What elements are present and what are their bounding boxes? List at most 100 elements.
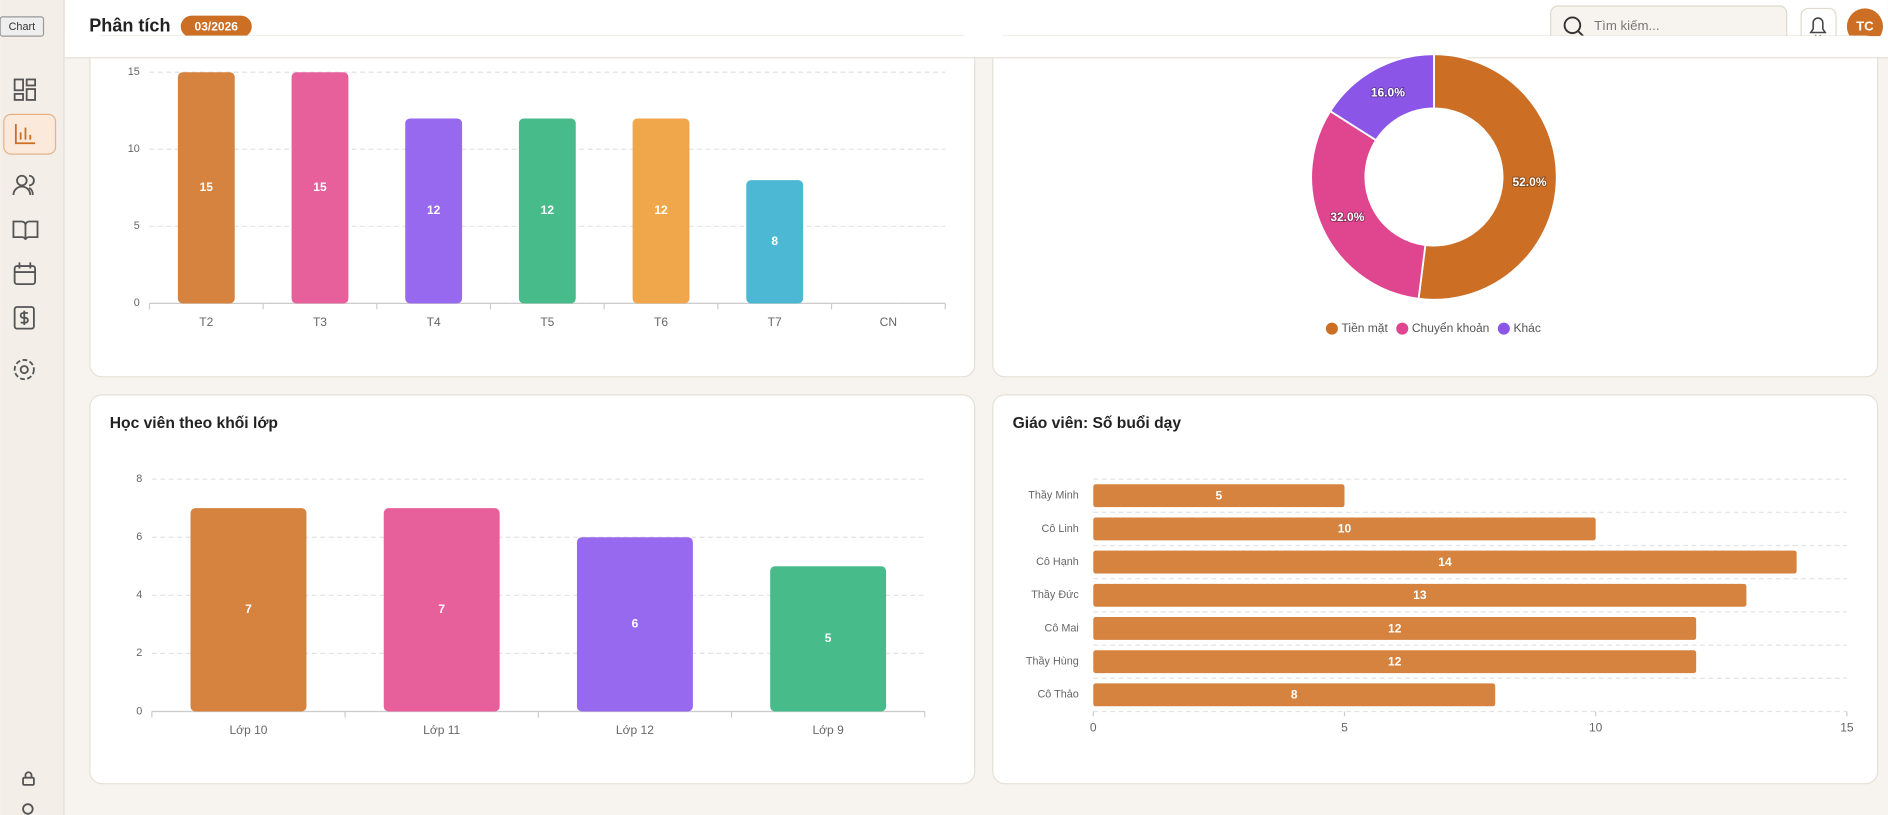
y-tick-label: 10 [128,143,140,155]
bar [1093,583,1747,607]
nav-lock[interactable] [22,771,35,786]
data-label: 12 [1388,654,1402,668]
pie-slice [1417,53,1558,301]
x-tick-label: 5 [1341,720,1348,734]
y-tick-label: Cô Mai [1045,622,1079,634]
bar [1093,484,1345,508]
x-tick-label: T2 [199,315,213,329]
x-tick-label: Lớp 11 [423,723,460,737]
y-tick-label: 6 [136,531,142,543]
bar [576,537,693,712]
tooltip [0,16,45,37]
bar [190,508,307,712]
x-tick-label: Lớp 10 [230,723,268,737]
data-label: 8 [1291,688,1298,702]
legend-swatch [1497,322,1510,335]
data-label: 15 [313,180,327,194]
legend-swatch [1396,322,1409,335]
x-tick-label: T6 [654,315,668,329]
data-label: 12 [654,203,668,217]
bar [632,118,690,304]
legend-label: Tiền mặt [1342,321,1389,335]
data-label: 52.0% [1512,175,1546,189]
y-tick-label: 0 [136,705,142,717]
badge [180,15,252,38]
bar [1093,683,1496,707]
data-label: 5 [825,631,832,645]
x-tick-label: 10 [1589,720,1603,734]
legend-label: Khác [1513,321,1540,335]
data-label: 10 [1338,522,1352,536]
legend-swatch [1325,322,1338,335]
nav-dashboard[interactable] [13,78,37,101]
x-tick-label: Lớp 12 [616,723,654,737]
data-label: 5 [1216,488,1223,502]
card [89,394,976,785]
tooltip-text: Chart [9,21,35,33]
nav-info[interactable] [22,803,34,815]
y-tick-label: Thầy Minh [1028,490,1079,502]
bar [1093,617,1697,640]
search-icon [1563,16,1582,35]
y-tick-label: 4 [136,589,142,601]
y-tick-label: 2 [136,647,142,659]
nav-chart[interactable] [14,123,36,145]
y-tick-label: Cô Linh [1042,523,1079,535]
y-tick-label: Cô Thảo [1037,689,1078,701]
nav-settings[interactable] [13,359,35,381]
data-label: 12 [1388,621,1402,635]
nav-finance[interactable] [13,306,35,330]
bar [383,508,500,712]
y-tick-label: 0 [134,297,140,309]
x-tick-label: 0 [1090,720,1097,734]
avatar-text: TC [1856,19,1874,34]
bar [291,72,349,304]
chart-title: Học viên theo khối lớp [110,415,278,432]
nav-users[interactable] [12,174,35,196]
x-tick-label: T7 [768,315,782,329]
pie-slice [1329,53,1435,142]
bar [177,72,235,304]
x-tick-label: T5 [540,315,554,329]
data-label: 15 [200,180,214,194]
data-label: 7 [245,602,252,616]
data-label: 16.0% [1371,85,1405,99]
y-tick-label: Thầy Đức [1031,589,1079,601]
x-tick-label: CN [880,315,897,329]
x-tick-label: T3 [313,315,327,329]
nav-icons [12,78,39,815]
y-tick-label: Cô Hạnh [1036,556,1079,568]
nav-book[interactable] [12,220,39,240]
x-tick-label: Lớp 9 [812,723,844,737]
y-tick-label: Thầy Hùng [1026,656,1079,668]
search-placeholder: Tìm kiếm... [1594,18,1659,33]
chart-title: Giáo viên: Số buổi dạy [1013,414,1182,432]
y-tick-label: 5 [134,220,140,232]
nav-active[interactable] [3,113,57,155]
data-label: 12 [541,203,555,217]
data-label: 14 [1438,555,1452,569]
bar [518,118,576,304]
header-cover [65,36,1888,58]
data-label: 7 [438,602,445,616]
bar [1093,550,1797,574]
y-tick-label: 8 [136,473,142,485]
pie-slice [1310,109,1427,300]
legend-label: Chuyển khoản [1412,321,1490,335]
y-tick-label: 15 [128,66,140,78]
bar [1093,650,1697,674]
bar [746,180,804,304]
data-label: 12 [427,203,441,217]
data-label: 13 [1413,588,1427,602]
bar [770,566,887,712]
x-tick-label: T4 [427,315,441,329]
bar [405,118,463,304]
nav-calendar[interactable] [13,262,37,286]
x-tick-label: 15 [1840,720,1854,734]
data-label: 6 [632,617,639,631]
data-label: 8 [771,234,778,248]
page-title: Phân tích [89,15,170,35]
bar [1093,517,1596,541]
